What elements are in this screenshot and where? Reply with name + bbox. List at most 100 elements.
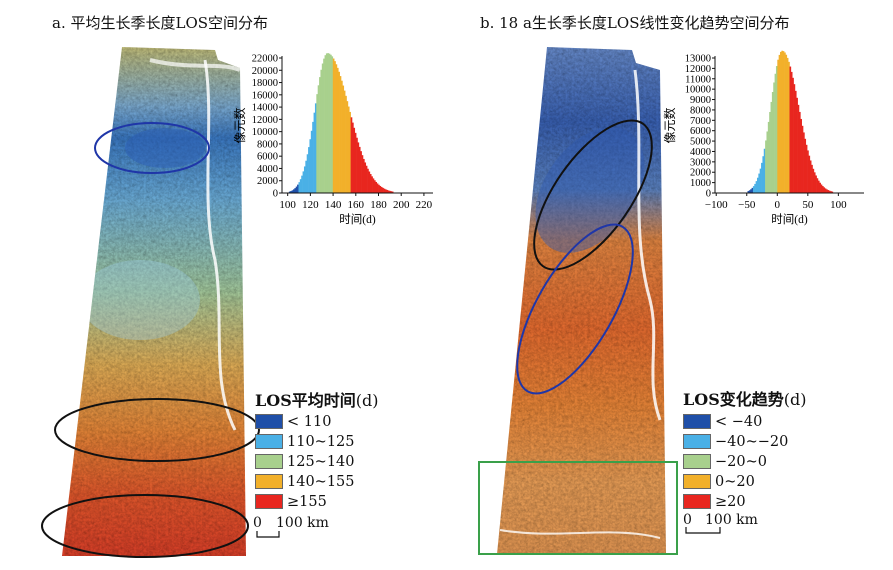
histogram-bar [309, 139, 312, 193]
histogram-bar [770, 101, 773, 193]
histogram-bar [812, 168, 815, 193]
histogram-bar [320, 69, 323, 193]
y-tick-label: 10000 [685, 85, 711, 96]
y-tick-label: 5000 [690, 137, 711, 148]
scale-bar-start-b: 0 [683, 512, 692, 528]
histogram-bar [778, 54, 781, 194]
histogram-bar [371, 176, 373, 193]
histogram-bar [756, 177, 759, 193]
histogram-bar [785, 54, 788, 193]
histogram-bar [781, 50, 784, 194]
histogram-bar [367, 168, 369, 193]
histogram-bar [789, 66, 792, 193]
histogram-bar [761, 162, 763, 193]
x-axis-label: 时间(d) [339, 213, 376, 226]
y-tick-label: 9000 [690, 95, 711, 106]
highlight-box-green-b [478, 461, 678, 555]
highlight-ellipse-black-b [533, 119, 653, 271]
histogram-bar [352, 122, 354, 193]
highlight-ellipse-black-a1 [54, 398, 260, 462]
histogram-bar [800, 118, 802, 193]
y-tick-label: 2000 [257, 176, 278, 187]
histogram-a: 0200040006000800010000120001400016000180… [232, 53, 433, 226]
y-tick-label: 10000 [252, 127, 278, 138]
histogram-bar [324, 55, 327, 193]
histogram-bar [780, 51, 782, 193]
histogram-bar [353, 127, 356, 193]
histogram-bar [748, 190, 751, 193]
histogram-bar [334, 61, 336, 193]
histogram-bar [323, 58, 325, 194]
histogram-bar [808, 155, 811, 193]
legend-swatch [255, 494, 283, 509]
legend-swatch [255, 414, 283, 429]
histogram-bar [380, 186, 383, 193]
histogram-bar [792, 77, 794, 193]
histogram-bar [357, 142, 360, 193]
histogram-bar [811, 164, 813, 193]
histogram-bar [319, 77, 321, 193]
histogram-bar [798, 111, 801, 193]
histogram-bar [291, 190, 294, 193]
y-tick-label: 20000 [252, 66, 278, 77]
histogram-bar [332, 58, 335, 193]
legend-swatch [255, 474, 283, 489]
histogram-bar [331, 56, 334, 194]
histogram-bar [299, 179, 302, 193]
histogram-bar [784, 52, 786, 193]
histogram-bar [826, 189, 828, 193]
panel-a-title: a. 平均生长季长度LOS空间分布 [52, 14, 269, 32]
y-axis-label: 像元数 [232, 107, 247, 143]
legend-swatch [683, 474, 711, 489]
histogram-bar [794, 90, 797, 193]
histogram-bar [752, 186, 755, 193]
histogram-bar [807, 150, 809, 193]
histogram-bar [813, 172, 816, 193]
scale-bar-start-a: 0 [253, 515, 262, 531]
histogram-bar [828, 190, 831, 193]
x-tick-label: 50 [802, 199, 814, 211]
histogram-bar [786, 57, 789, 193]
histogram-bar [777, 59, 779, 194]
x-tick-label: −50 [738, 199, 756, 211]
y-tick-label: 4000 [257, 164, 278, 175]
y-tick-label: 13000 [685, 54, 711, 65]
histogram-bar [782, 51, 785, 193]
histogram-bar [297, 184, 299, 193]
y-tick-label: 4000 [690, 147, 711, 158]
highlight-ellipse-blue-a [94, 122, 210, 174]
histogram-bar [312, 121, 314, 193]
y-axis-label: 像元数 [662, 107, 677, 143]
y-tick-label: 11000 [685, 74, 711, 85]
histogram-bar [314, 103, 317, 193]
y-tick-label: 0 [273, 189, 278, 200]
histogram-bar [815, 175, 817, 193]
histogram-bar [391, 191, 394, 193]
histogram-bar [375, 181, 378, 193]
panel-b-title: b. 18 a生长季长度LOS线性变化趋势空间分布 [480, 14, 790, 32]
histogram-bar [819, 182, 821, 193]
histogram-b: 0100020003000400050006000700080009000100… [662, 50, 864, 226]
histogram-bar [384, 189, 387, 193]
histogram-bar [328, 53, 331, 193]
y-tick-label: 12000 [252, 115, 278, 126]
histogram-bar [827, 190, 830, 193]
histogram-bar [302, 171, 305, 193]
histogram-bar [387, 190, 390, 193]
y-tick-label: 0 [706, 189, 711, 200]
histogram-bar [788, 61, 790, 193]
highlight-ellipse-black-a2 [41, 494, 249, 558]
y-tick-label: 3000 [690, 157, 711, 168]
histogram-bar [389, 190, 391, 193]
x-tick-label: 200 [393, 199, 410, 211]
histogram-bar [758, 173, 760, 193]
histogram-bar [390, 191, 393, 193]
x-tick-label: −100 [705, 199, 728, 211]
histogram-bar [386, 189, 388, 193]
histogram-bar [767, 121, 770, 193]
histogram-bar [301, 175, 303, 193]
histogram-bar [824, 188, 827, 193]
x-tick-label: 180 [370, 199, 387, 211]
y-tick-label: 6000 [257, 152, 278, 163]
